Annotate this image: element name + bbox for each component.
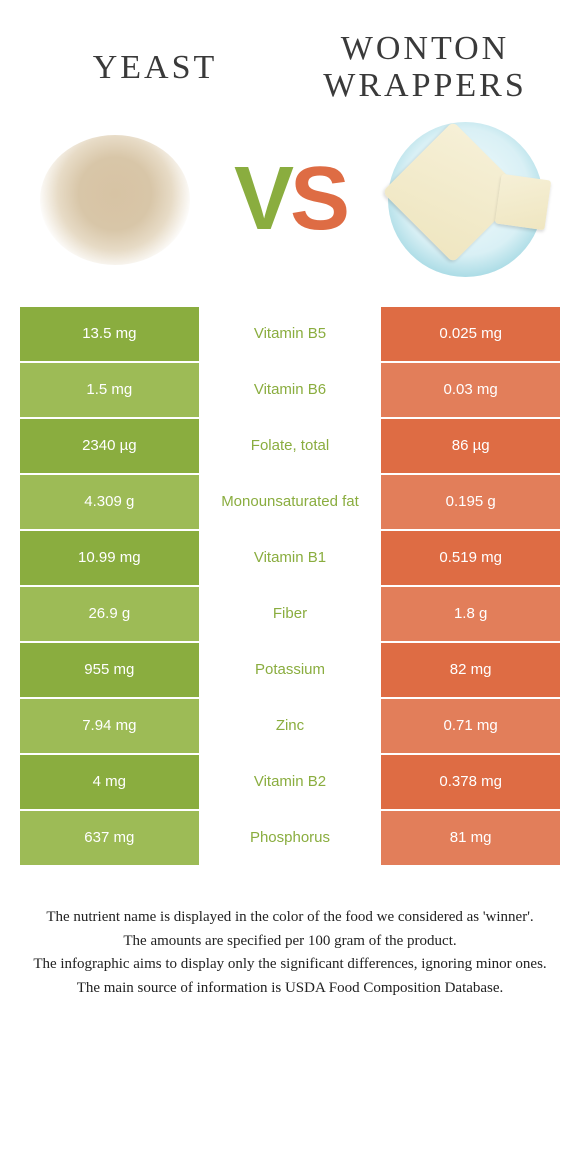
nutrient-name: Vitamin B6 [201, 363, 380, 417]
wonton-image [380, 115, 550, 285]
vs-letter-s: S [290, 148, 346, 251]
table-row: 7.94 mgZinc0.71 mg [20, 699, 560, 753]
nutrient-left-value: 637 mg [20, 811, 199, 865]
table-row: 13.5 mgVitamin B50.025 mg [20, 307, 560, 361]
table-row: 26.9 gFiber1.8 g [20, 587, 560, 641]
nutrient-right-value: 0.71 mg [381, 699, 560, 753]
nutrient-name: Folate, total [201, 419, 380, 473]
nutrient-left-value: 2340 µg [20, 419, 199, 473]
wonton-square-small-icon [494, 174, 550, 230]
nutrient-right-value: 0.03 mg [381, 363, 560, 417]
nutrient-name: Fiber [201, 587, 380, 641]
comparison-images-row: V S [0, 115, 580, 305]
food-right-title: WONTON WRAPPERS [304, 30, 547, 105]
nutrient-left-value: 7.94 mg [20, 699, 199, 753]
nutrient-left-value: 10.99 mg [20, 531, 199, 585]
nutrient-name: Vitamin B1 [201, 531, 380, 585]
vs-letter-v: V [234, 148, 290, 251]
nutrient-table-body: 13.5 mgVitamin B50.025 mg1.5 mgVitamin B… [20, 307, 560, 865]
nutrient-name: Monounsaturated fat [201, 475, 380, 529]
nutrient-left-value: 4 mg [20, 755, 199, 809]
table-row: 4 mgVitamin B20.378 mg [20, 755, 560, 809]
footer-line: The infographic aims to display only the… [26, 954, 554, 976]
footer-line: The amounts are specified per 100 gram o… [26, 931, 554, 953]
footer-line: The nutrient name is displayed in the co… [26, 907, 554, 929]
table-row: 4.309 gMonounsaturated fat0.195 g [20, 475, 560, 529]
footer-notes: The nutrient name is displayed in the co… [0, 867, 580, 1000]
nutrient-right-value: 0.025 mg [381, 307, 560, 361]
yeast-image [30, 115, 200, 285]
nutrient-right-value: 0.378 mg [381, 755, 560, 809]
nutrient-left-value: 4.309 g [20, 475, 199, 529]
nutrient-name: Phosphorus [201, 811, 380, 865]
plate-icon [388, 122, 543, 277]
yeast-pile-icon [40, 135, 190, 265]
nutrient-right-value: 86 µg [381, 419, 560, 473]
table-row: 955 mgPotassium82 mg [20, 643, 560, 697]
nutrient-right-value: 1.8 g [381, 587, 560, 641]
nutrient-left-value: 955 mg [20, 643, 199, 697]
footer-line: The main source of information is USDA F… [26, 978, 554, 1000]
nutrient-right-value: 82 mg [381, 643, 560, 697]
table-row: 1.5 mgVitamin B60.03 mg [20, 363, 560, 417]
vs-badge: V S [234, 148, 346, 251]
nutrient-right-value: 81 mg [381, 811, 560, 865]
nutrient-name: Vitamin B2 [201, 755, 380, 809]
nutrient-name: Potassium [201, 643, 380, 697]
nutrient-comparison-table: 13.5 mgVitamin B50.025 mg1.5 mgVitamin B… [18, 305, 562, 867]
nutrient-left-value: 1.5 mg [20, 363, 199, 417]
nutrient-right-value: 0.195 g [381, 475, 560, 529]
table-row: 10.99 mgVitamin B10.519 mg [20, 531, 560, 585]
table-row: 2340 µgFolate, total86 µg [20, 419, 560, 473]
header: YEAST WONTON WRAPPERS [0, 0, 580, 115]
nutrient-right-value: 0.519 mg [381, 531, 560, 585]
table-row: 637 mgPhosphorus81 mg [20, 811, 560, 865]
nutrient-name: Vitamin B5 [201, 307, 380, 361]
nutrient-left-value: 26.9 g [20, 587, 199, 641]
nutrient-left-value: 13.5 mg [20, 307, 199, 361]
food-left-title: YEAST [34, 49, 277, 86]
nutrient-name: Zinc [201, 699, 380, 753]
